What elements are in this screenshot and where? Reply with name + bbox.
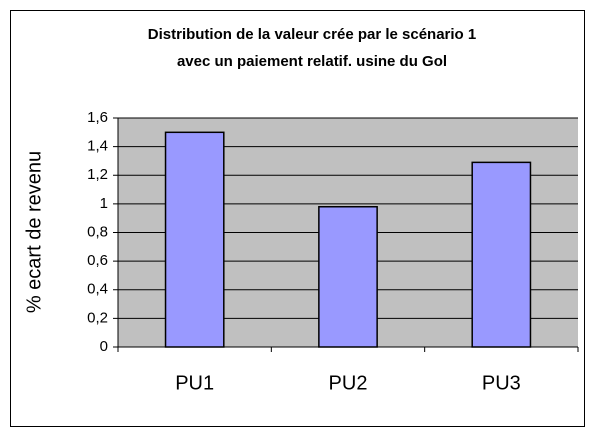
y-tick-label: 0,6 bbox=[87, 252, 108, 269]
y-axis-label: % ecart de revenu bbox=[23, 151, 45, 313]
y-tick-label: 1 bbox=[100, 195, 108, 212]
x-tick-label: PU2 bbox=[329, 372, 368, 394]
y-tick-label: 0,4 bbox=[87, 281, 108, 298]
y-tick-label: 0 bbox=[100, 338, 108, 355]
chart-title: avec un paiement relatif. usine du Gol bbox=[177, 53, 447, 70]
chart-title: Distribution de la valeur crée par le sc… bbox=[148, 26, 476, 43]
x-tick-label: PU3 bbox=[482, 372, 521, 394]
x-tick-label: PU1 bbox=[175, 372, 214, 394]
bar bbox=[471, 161, 532, 348]
y-tick-label: 0,2 bbox=[87, 309, 108, 326]
y-tick-label: 1,4 bbox=[87, 138, 108, 155]
y-tick-label: 1,6 bbox=[87, 109, 108, 126]
y-tick-label: 1,2 bbox=[87, 166, 108, 183]
y-tick-label: 0,8 bbox=[87, 223, 108, 240]
bar bbox=[318, 205, 378, 348]
bar bbox=[164, 131, 225, 348]
